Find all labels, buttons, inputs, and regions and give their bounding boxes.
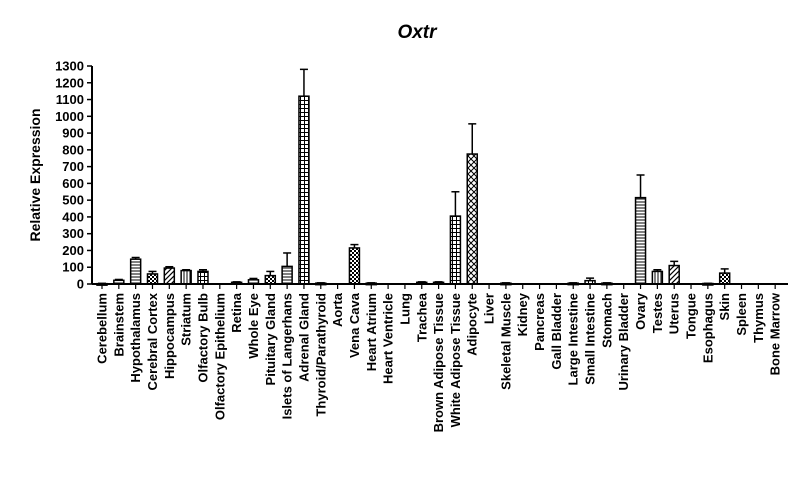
x-tick-label: Olfactory Bulb: [195, 293, 210, 383]
bar: [163, 267, 176, 285]
x-tick-label: Brainstem: [111, 293, 126, 357]
x-tick-label: Heart Atrium: [364, 293, 379, 371]
x-tick-label: White Adipose Tissue: [448, 293, 463, 427]
x-tick-label: Testes: [650, 293, 665, 333]
bar: [348, 247, 361, 285]
x-tick-label: Lung: [397, 293, 412, 325]
x-tick-label: Gall Bladder: [549, 293, 564, 370]
x-tick-label: Pituitary Gland: [263, 293, 278, 386]
x-tick-label: Islets of Langerhans: [280, 293, 295, 419]
bar: [281, 265, 293, 285]
bar: [180, 269, 192, 285]
x-tick-label: Hippocampus: [162, 293, 177, 379]
y-tick-label: 1300: [55, 59, 84, 74]
bar-group: [634, 174, 647, 285]
bar: [197, 270, 209, 285]
x-tick-label: Large Intestine: [566, 293, 581, 385]
bar: [718, 272, 731, 285]
x-tick-label: Olfactory Epithelium: [212, 293, 227, 420]
bar: [129, 258, 142, 285]
x-tick-label: Heart Ventricle: [381, 293, 396, 384]
x-tick-label: Urinary Bladder: [616, 293, 631, 391]
y-tick-label: 900: [62, 126, 84, 141]
y-tick-label: 400: [62, 209, 84, 224]
bar-group: [449, 191, 462, 285]
bar: [146, 273, 159, 285]
x-tick-label: Ovary: [633, 292, 648, 330]
x-tick-label: Pancreas: [532, 293, 547, 351]
y-tick-label: 600: [62, 176, 84, 191]
x-tick-label: Spleen: [734, 293, 749, 336]
bar-group: [348, 243, 361, 285]
y-tick-label: 0: [77, 277, 84, 292]
bar-group: [197, 268, 209, 285]
x-tick-label: Adipocyte: [465, 293, 480, 356]
bar: [466, 153, 478, 285]
bar-group: [281, 252, 293, 285]
bar: [634, 196, 647, 285]
bar: [264, 274, 277, 285]
y-axis-ticks: 0100200300400500600700800900100011001200…: [55, 59, 92, 292]
x-axis-ticks: Cerebellum Brainstem Hypothalamus Cerebral …: [95, 284, 783, 432]
x-tick-label: Liver: [482, 293, 497, 324]
bar-group: [146, 270, 159, 285]
x-tick-label: Small Intestine: [583, 293, 598, 385]
x-tick-label: Skeletal Muscle: [498, 293, 513, 390]
y-tick-label: 200: [62, 243, 84, 258]
bar-group: [298, 68, 310, 285]
x-tick-label: Thymus: [751, 293, 766, 343]
bar: [449, 215, 462, 285]
x-tick-label: Aorta: [330, 292, 345, 327]
x-tick-label: Kidney: [515, 292, 530, 336]
x-tick-label: Uterus: [667, 293, 682, 334]
x-tick-label: Thyroid/Parathyroid: [313, 293, 328, 417]
y-tick-label: 300: [62, 226, 84, 241]
x-tick-label: Hypothalamus: [128, 293, 143, 383]
y-tick-label: 700: [62, 159, 84, 174]
y-tick-label: 500: [62, 193, 84, 208]
x-tick-label: Brown Adipose Tissue: [431, 293, 446, 432]
y-tick-label: 800: [62, 142, 84, 157]
chart-title: Oxtr: [397, 22, 438, 43]
x-tick-label: Cerebral Cortex: [145, 292, 160, 390]
x-tick-label: Whole Eye: [246, 293, 261, 359]
bar-group: [718, 268, 731, 285]
bar-group: [129, 256, 142, 285]
bar-group: [264, 270, 277, 285]
y-axis-label: Relative Expression: [27, 108, 43, 241]
bar: [298, 95, 310, 285]
x-tick-label: Skin: [717, 293, 732, 321]
y-tick-label: 100: [62, 260, 84, 275]
bar: [668, 264, 680, 285]
y-tick-label: 1200: [55, 75, 84, 90]
x-tick-label: Striatum: [179, 293, 194, 346]
bars: [96, 68, 731, 286]
x-tick-label: Trachea: [414, 292, 429, 342]
bar-group: [180, 268, 192, 285]
bar-group: [668, 260, 680, 285]
y-tick-label: 1100: [56, 92, 84, 107]
bar-group: [651, 268, 664, 285]
bar: [651, 270, 664, 285]
bar-group: [163, 265, 176, 285]
x-tick-label: Bone Marrow: [768, 292, 783, 375]
x-tick-label: Tongue: [684, 293, 699, 339]
x-tick-label: Esophagus: [700, 293, 715, 363]
bar-group: [466, 123, 478, 285]
x-tick-label: Cerebellum: [95, 293, 110, 364]
x-tick-label: Vena Cava: [347, 292, 362, 358]
x-tick-label: Adrenal Gland: [296, 293, 311, 382]
x-tick-label: Stomach: [599, 293, 614, 348]
x-tick-label: Retina: [229, 292, 244, 333]
y-tick-label: 1000: [55, 109, 84, 124]
